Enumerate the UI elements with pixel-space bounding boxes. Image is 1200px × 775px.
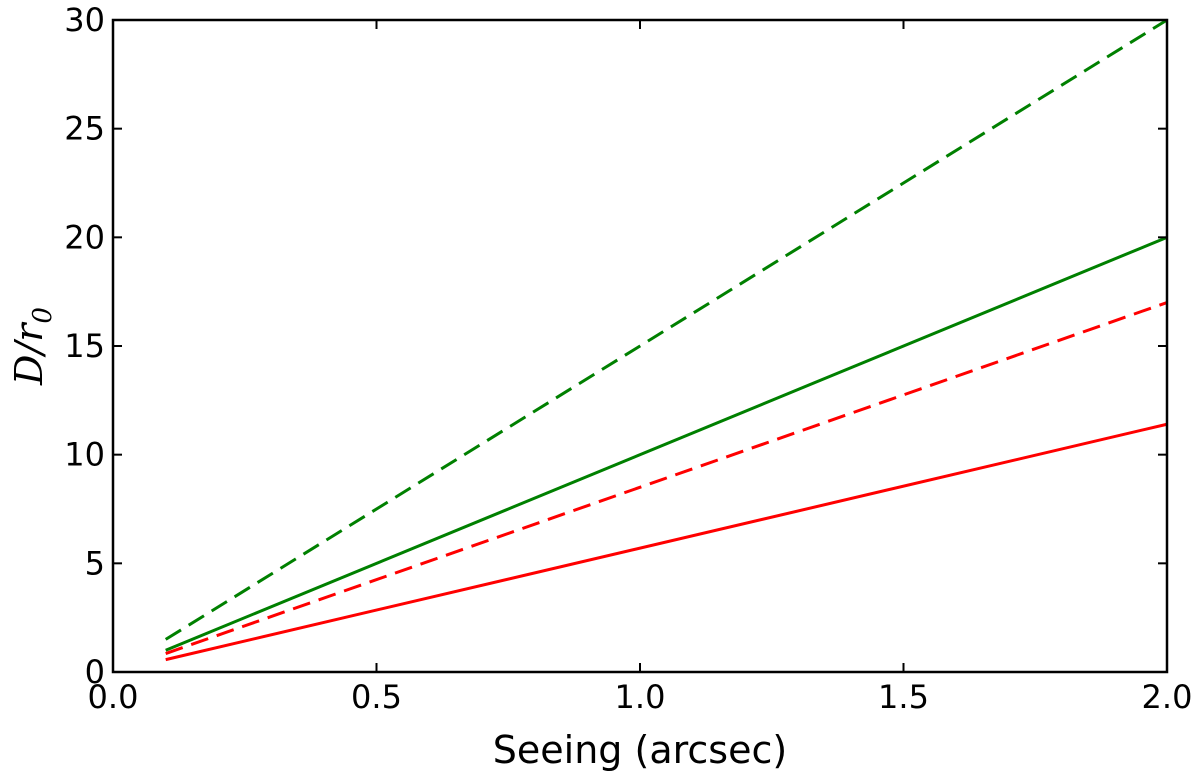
- y-tick-label: 0: [85, 653, 105, 691]
- y-axis-label-subscript: 0: [28, 307, 58, 324]
- series-line-3: [165, 301, 1168, 655]
- y-tick-label: 5: [85, 544, 105, 582]
- x-tick-label: 1.5: [878, 678, 929, 716]
- y-tick-label: 25: [64, 110, 105, 148]
- tick-layer: 0.0 0.5 1.0 1.5 2.0 0 5 10 15 20 25 30: [64, 1, 1192, 716]
- x-tick-label: 0.0: [88, 678, 139, 716]
- series-line-2: [165, 235, 1168, 652]
- x-tick-label: 1.0: [615, 678, 666, 716]
- series-layer: [164, 18, 1168, 662]
- y-tick-label: 20: [64, 218, 105, 256]
- x-axis-label: Seeing (arcsec): [493, 728, 787, 772]
- y-axis-label: D/r0: [7, 307, 58, 386]
- series-line-4: [165, 422, 1168, 662]
- y-tick-label: 15: [64, 327, 105, 365]
- x-tick-label: 2.0: [1142, 678, 1193, 716]
- y-axis-label-main: D/r: [7, 321, 51, 386]
- y-tick-label: 10: [64, 436, 105, 474]
- x-tick-label: 0.5: [351, 678, 402, 716]
- y-tick-label: 30: [64, 1, 105, 39]
- series-line-1: [164, 18, 1168, 641]
